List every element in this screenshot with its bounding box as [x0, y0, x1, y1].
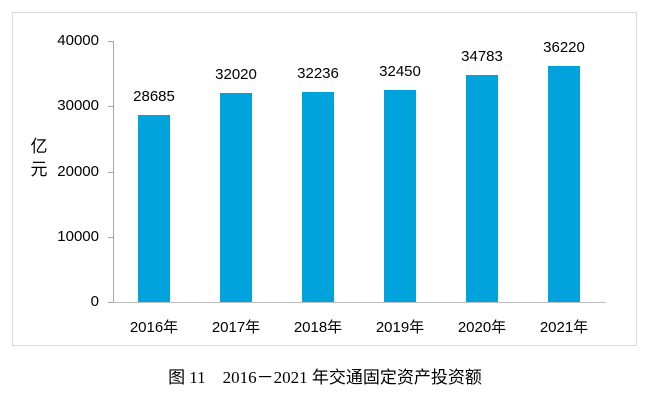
x-category-label: 2021年	[539, 319, 589, 336]
bar-value-label: 28685	[133, 88, 175, 105]
y-axis-line	[113, 41, 114, 303]
bar	[548, 66, 580, 302]
x-category-label: 2017年	[211, 319, 261, 336]
bar-value-label: 32450	[379, 63, 421, 80]
bar-value-label: 36220	[543, 39, 585, 56]
y-tick	[108, 302, 113, 303]
y-axis-title: 亿元	[30, 137, 48, 179]
y-tick-label: 20000	[57, 163, 99, 180]
x-category-label: 2018年	[293, 319, 343, 336]
chart-frame: 亿元 0 10000 20000 30000 40000 28685 2016年 32020 2…	[12, 12, 637, 346]
bar-value-label: 32020	[215, 66, 257, 83]
bar	[302, 92, 334, 302]
y-tick	[108, 237, 113, 238]
x-axis-line	[112, 302, 606, 303]
bar	[138, 115, 170, 302]
x-category-label: 2019年	[375, 319, 425, 336]
y-tick-label: 10000	[57, 228, 99, 245]
y-tick	[108, 172, 113, 173]
y-tick	[108, 41, 113, 42]
bar-value-label: 34783	[461, 48, 503, 65]
bar-value-label: 32236	[297, 65, 339, 82]
y-tick	[108, 106, 113, 107]
y-tick-label: 30000	[57, 97, 99, 114]
x-category-label: 2020年	[457, 319, 507, 336]
y-tick-label: 0	[90, 293, 99, 310]
bar	[384, 90, 416, 302]
figure-caption: 图 11 2016－2021 年交通固定资产投资额	[168, 368, 482, 387]
bar	[466, 75, 498, 302]
bar	[220, 93, 252, 302]
x-category-label: 2016年	[129, 319, 179, 336]
y-tick-label: 40000	[57, 32, 99, 49]
plot-area: 0 10000 20000 30000 40000 28685 2016年 32020 2017…	[13, 13, 636, 345]
